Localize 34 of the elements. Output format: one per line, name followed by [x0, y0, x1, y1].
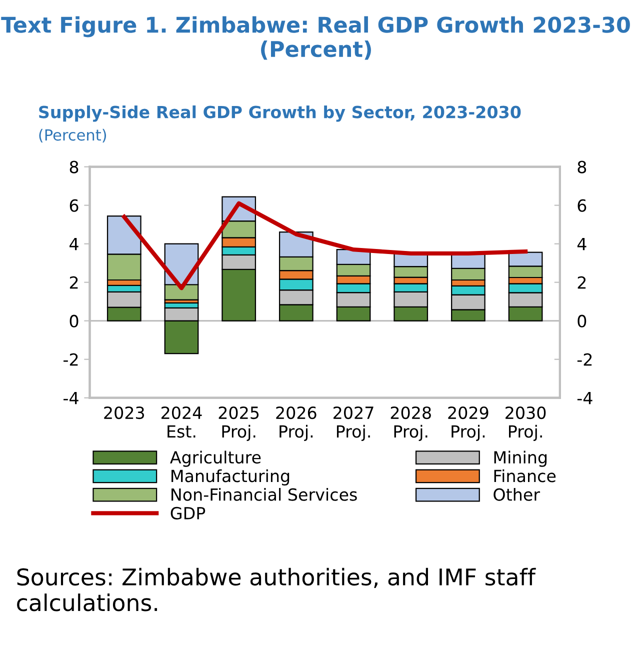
- y-tick-label: 6: [70, 199, 78, 212]
- x-tick-label: 2028 Proj.: [390, 406, 431, 441]
- x-tick-label: 2026 Proj.: [276, 406, 316, 441]
- y-axis-title: (Percent): [39, 128, 106, 143]
- x-tick-label: 2024 Est.: [162, 406, 202, 438]
- y2-tick-label: 4: [577, 238, 586, 250]
- legend-label: Non-Financial Services: [172, 488, 357, 501]
- y-tick-label: -2: [64, 353, 78, 366]
- y-tick-label: 4: [70, 238, 78, 250]
- line-series: [122, 201, 528, 290]
- y2-tick-label: -4: [577, 392, 592, 404]
- y2-tick-label: 6: [578, 199, 586, 212]
- legend-label: Mining: [494, 450, 547, 467]
- y2-tick-label: -2: [577, 353, 592, 366]
- legend-label: Other: [494, 488, 540, 501]
- legend-label: Finance: [494, 469, 556, 482]
- y2-tick-label: 8: [578, 160, 586, 174]
- legend-label: Agriculture: [170, 450, 261, 467]
- legend-label: Manufacturing: [172, 469, 290, 486]
- y2-tick-label: 0: [578, 314, 586, 328]
- x-tick-label: 2025 Proj.: [218, 406, 259, 441]
- legend-label: GDP: [170, 506, 206, 520]
- x-tick-label: 2027 Proj.: [334, 406, 374, 441]
- y-tick-label: 2: [70, 276, 78, 289]
- chart-subtitle: Supply-Side Real GDP Growth by Sector, 2023-2030: [39, 105, 521, 122]
- source-note: Sources: Zimbabwe authorities, and IMF staff calculations.: [17, 568, 536, 612]
- x-tick-label: 2029 Proj.: [448, 406, 488, 441]
- chart-title: Text Figure 1. Zimbabwe: Real GDP Growth 2023-30 (Percent): [1, 16, 630, 60]
- y-tick-label: -4: [64, 392, 78, 404]
- x-tick-label: 2030 Proj.: [506, 406, 546, 441]
- y2-tick-label: 2: [578, 276, 586, 289]
- y-tick-label: 8: [70, 160, 78, 174]
- x-tick-label: 2023: [104, 406, 144, 420]
- y-tick-label: 0: [70, 314, 78, 328]
